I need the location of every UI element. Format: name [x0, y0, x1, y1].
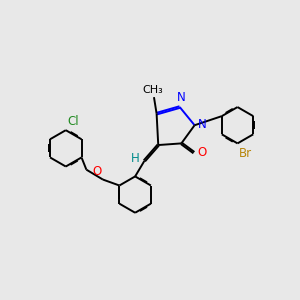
Text: Cl: Cl: [68, 115, 79, 128]
Text: Br: Br: [239, 147, 252, 161]
Text: O: O: [92, 165, 101, 178]
Text: O: O: [197, 146, 206, 159]
Text: N: N: [198, 118, 207, 131]
Text: N: N: [177, 91, 186, 104]
Text: CH₃: CH₃: [142, 85, 163, 95]
Text: H: H: [131, 152, 140, 165]
